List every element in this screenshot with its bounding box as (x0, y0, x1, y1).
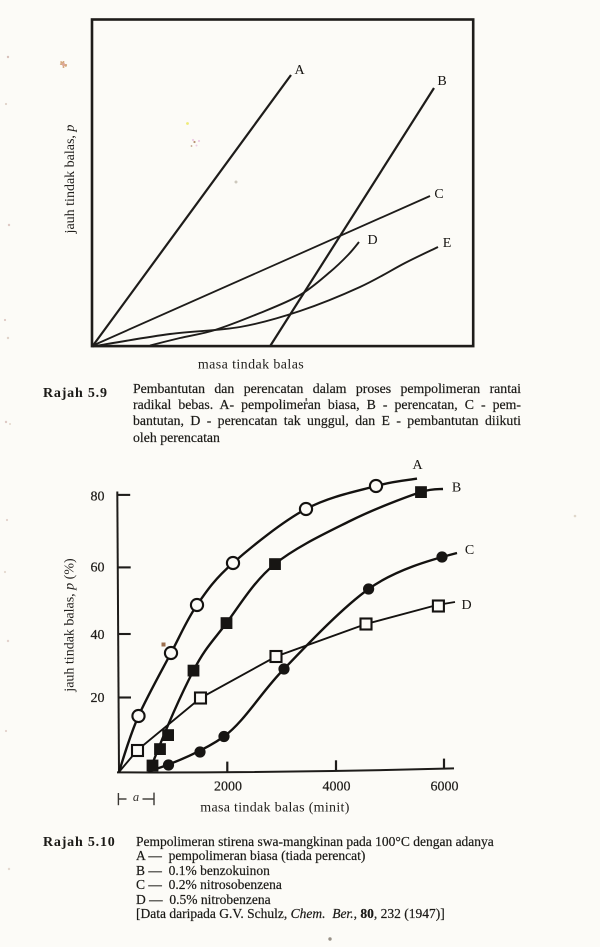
svg-text:B: B (452, 481, 461, 496)
svg-text:A: A (294, 63, 305, 78)
svg-text:a: a (133, 790, 139, 804)
svg-text:20: 20 (91, 691, 105, 706)
svg-text:jauh tindak balas, p (%): jauh tindak balas, p (%) (63, 558, 78, 693)
svg-text:masa tindak balas (minit): masa tindak balas (minit) (200, 801, 349, 816)
svg-text:D: D (367, 233, 377, 248)
svg-text:80: 80 (91, 490, 105, 505)
svg-text:2000: 2000 (214, 780, 242, 795)
svg-text:A: A (412, 458, 423, 473)
svg-text:C: C (465, 543, 474, 558)
svg-text:4000: 4000 (323, 780, 351, 795)
svg-text:60: 60 (91, 561, 105, 576)
svg-text:D: D (461, 598, 471, 613)
svg-text:C: C (434, 187, 443, 202)
svg-text:jauh tindak balas, p: jauh tindak balas, p (63, 125, 78, 235)
svg-text:6000: 6000 (431, 780, 459, 795)
svg-text:masa tindak balas: masa tindak balas (198, 358, 304, 373)
svg-text:40: 40 (91, 628, 105, 643)
svg-text:E: E (443, 236, 452, 251)
svg-text:B: B (437, 74, 446, 89)
